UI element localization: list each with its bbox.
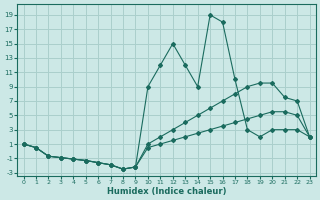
X-axis label: Humidex (Indice chaleur): Humidex (Indice chaleur) (107, 187, 226, 196)
